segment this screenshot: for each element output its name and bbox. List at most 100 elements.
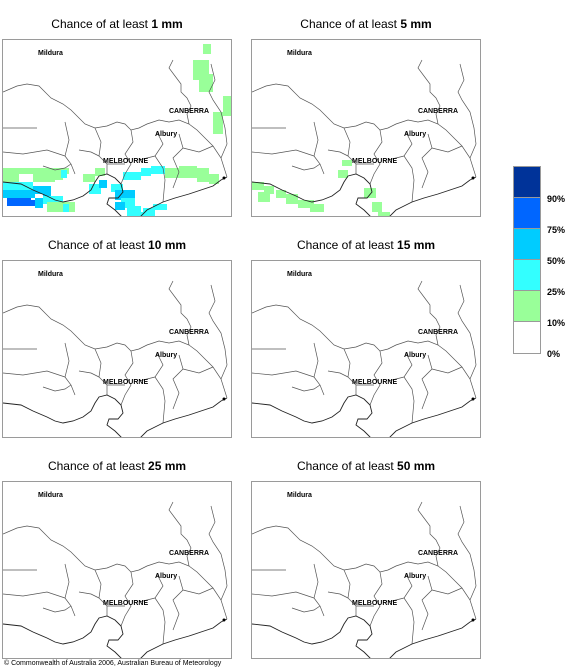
map-5mm: Mildura CANBERRA Albury MELBOURNE — [251, 39, 481, 217]
panel-5mm: Chance of at least 5 mm Mildura CANBERRA A… — [251, 17, 481, 217]
rainfall-probability-cell — [19, 168, 69, 174]
rainfall-probability-cell — [83, 174, 95, 182]
district-boundary — [94, 127, 108, 174]
district-boundary — [403, 131, 415, 203]
panel-1mm: Chance of at least 1 mm Mildura CANBERRA A… — [2, 17, 232, 217]
rainfall-probability-cell — [13, 190, 35, 198]
panel-10mm: Chance of at least 10 mm Mildura CANBERRA… — [2, 238, 232, 438]
rainfall-probability-cell — [3, 168, 19, 182]
district-boundary — [120, 571, 134, 627]
rainfall-probability-cell — [33, 186, 43, 194]
rainfall-probability-cell — [61, 170, 67, 178]
district-boundary — [78, 370, 100, 378]
coastline — [3, 615, 228, 658]
rainfall-probability-cell — [199, 74, 213, 92]
rainfall-probability-cell — [121, 198, 135, 208]
place-label-mildura: Mildura — [287, 50, 312, 57]
district-boundary — [252, 304, 477, 399]
district-boundary — [387, 155, 405, 161]
panel-50mm: Chance of at least 50 mm Mildura CANBERRA… — [251, 459, 481, 659]
place-label-mildura: Mildura — [38, 492, 63, 499]
rainfall-probability-cell — [95, 168, 105, 176]
district-boundary — [252, 149, 315, 157]
rainfall-probability-cell — [141, 168, 151, 176]
district-boundary — [417, 501, 441, 567]
cape-marker — [471, 618, 475, 622]
panel-15mm: Chance of at least 15 mm Mildura CANBERRA… — [251, 238, 481, 438]
copyright-notice: © Commonwealth of Australia 2006, Austra… — [4, 660, 222, 667]
district-boundary — [343, 127, 357, 174]
cape-marker — [471, 397, 475, 401]
district-boundary — [403, 352, 415, 424]
place-label-albury: Albury — [155, 131, 177, 138]
district-boundary — [343, 569, 357, 616]
district-boundary — [387, 376, 405, 382]
district-boundary — [327, 370, 349, 378]
district-boundary — [64, 563, 76, 617]
rainfall-probability-cell — [258, 192, 270, 202]
map-10mm: Mildura CANBERRA Albury MELBOURNE — [2, 260, 232, 438]
rainfall-probability-cell — [153, 204, 167, 210]
legend-swatch-75 — [514, 198, 540, 229]
rainfall-probability-cell — [252, 182, 264, 190]
district-boundary — [421, 575, 433, 631]
district-boundary — [94, 348, 108, 395]
place-label-mildura: Mildura — [287, 271, 312, 278]
cape-marker — [222, 397, 226, 401]
legend-swatch-0 — [514, 322, 540, 353]
rainfall-probability-cell — [23, 200, 35, 206]
place-label-albury: Albury — [404, 131, 426, 138]
place-label-melbourne: MELBOURNE — [352, 158, 397, 165]
district-boundary — [3, 304, 228, 399]
legend-swatch-10 — [514, 291, 540, 322]
victoria-map: Mildura CANBERRA Albury MELBOURNE — [252, 271, 477, 437]
map-25mm: Mildura CANBERRA Albury MELBOURNE — [2, 481, 232, 659]
district-boundary — [168, 501, 192, 567]
legend-tick-90: 90% — [547, 194, 566, 204]
rainfall-probability-cell — [264, 186, 274, 194]
district-boundary — [417, 59, 441, 125]
district-boundary — [457, 63, 477, 159]
district-boundary — [120, 350, 134, 406]
district-boundary — [291, 163, 321, 171]
rainfall-probability-cell — [33, 174, 55, 182]
district-boundary — [457, 505, 477, 601]
district-boundary — [421, 133, 433, 189]
district-boundary — [182, 587, 214, 595]
place-label-canberra: CANBERRA — [418, 329, 458, 336]
district-boundary — [64, 121, 76, 175]
place-label-albury: Albury — [155, 573, 177, 580]
victoria-map: Mildura CANBERRA Albury MELBOURNE — [3, 271, 228, 437]
district-boundary — [327, 591, 349, 599]
district-boundary — [421, 354, 433, 410]
district-boundary — [252, 83, 477, 178]
panel-title: Chance of at least 1 mm — [51, 17, 183, 31]
district-boundary — [3, 525, 228, 620]
district-boundary — [3, 149, 66, 157]
rainfall-probability-cell — [342, 160, 352, 166]
place-label-mildura: Mildura — [38, 50, 63, 57]
rainfall-probability-cell — [179, 166, 197, 178]
place-label-albury: Albury — [404, 573, 426, 580]
cape-marker — [222, 618, 226, 622]
district-boundary — [172, 575, 184, 631]
rainfall-probability-cell — [378, 212, 390, 216]
district-boundary — [369, 129, 383, 185]
place-label-canberra: CANBERRA — [169, 108, 209, 115]
district-boundary — [369, 350, 383, 406]
rainfall-probability-cell — [286, 194, 298, 204]
rainfall-probability-cell — [143, 208, 155, 216]
district-boundary — [252, 591, 315, 599]
district-boundary — [182, 366, 214, 374]
district-boundary — [168, 59, 192, 125]
place-label-canberra: CANBERRA — [169, 329, 209, 336]
panel-title: Chance of at least 5 mm — [300, 17, 432, 31]
rainfall-probability-cell — [43, 196, 63, 204]
place-label-canberra: CANBERRA — [418, 108, 458, 115]
district-boundary — [78, 591, 100, 599]
rainfall-probability-cell — [7, 198, 31, 206]
district-boundary — [457, 284, 477, 380]
cape-marker — [471, 176, 475, 180]
rainfall-probability-cell — [3, 182, 17, 192]
district-boundary — [42, 384, 72, 392]
